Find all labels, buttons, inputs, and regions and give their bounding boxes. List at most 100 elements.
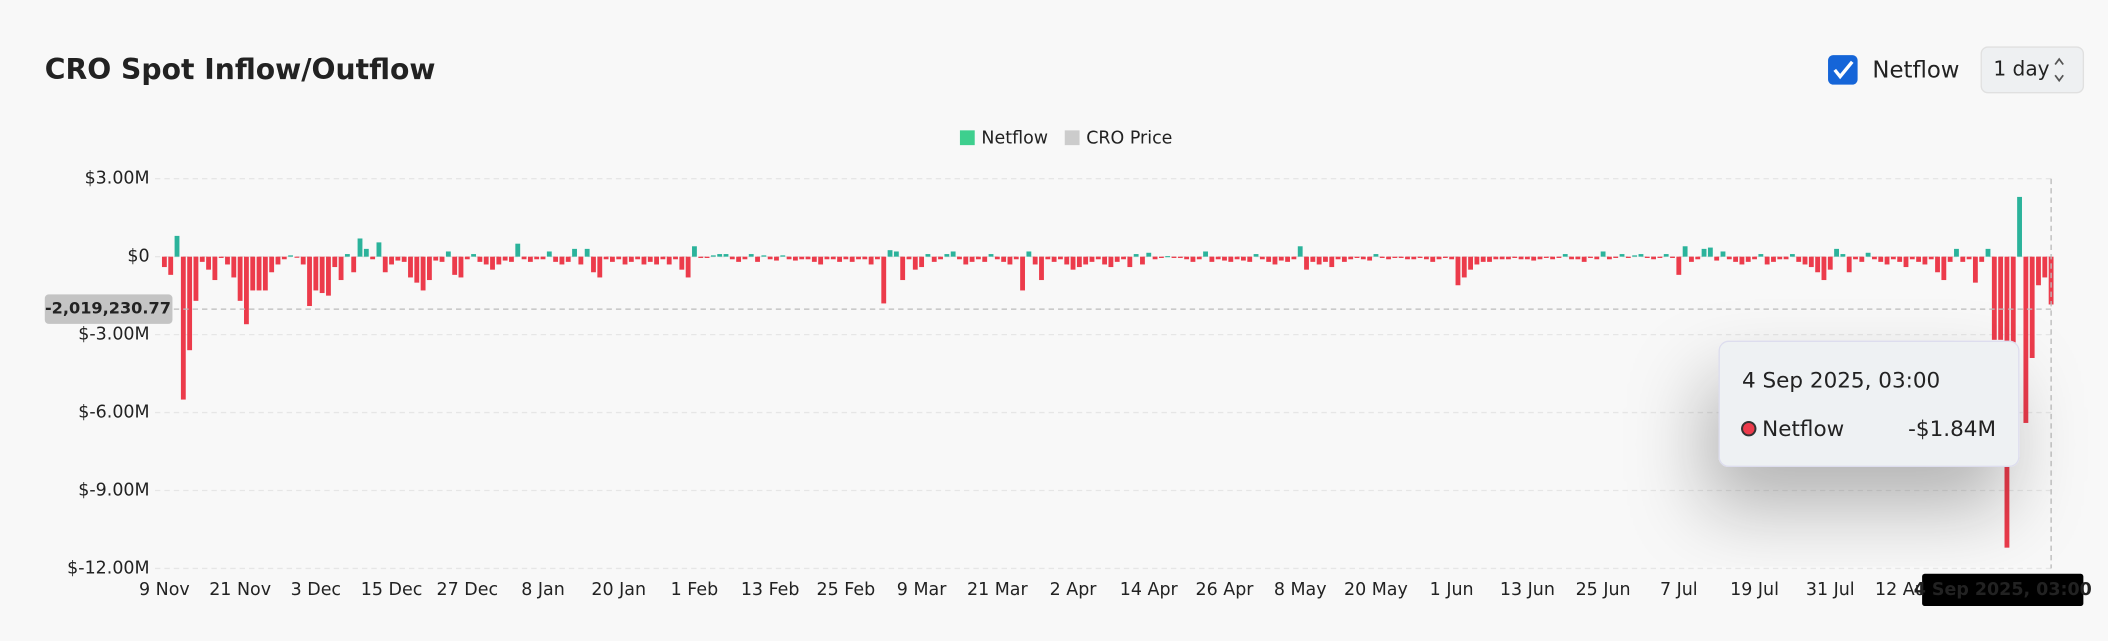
bar <box>1285 256 1291 262</box>
bar <box>805 256 811 260</box>
bar <box>1865 252 1871 257</box>
bar <box>553 256 559 262</box>
bar <box>641 256 647 265</box>
bar <box>1089 256 1095 262</box>
bar <box>496 256 502 265</box>
bar <box>748 254 754 257</box>
bar <box>275 256 281 265</box>
bar <box>193 256 199 301</box>
bar <box>1323 256 1328 262</box>
bar <box>370 256 376 260</box>
checkbox-label[interactable]: Netflow <box>1872 58 1959 84</box>
bar <box>1827 256 1833 270</box>
bar <box>218 256 224 258</box>
bar <box>1972 256 1978 283</box>
bar <box>1360 256 1366 260</box>
bar <box>1064 256 1070 265</box>
bar <box>445 251 451 257</box>
bar <box>1114 256 1120 262</box>
bar <box>811 256 817 262</box>
bar <box>1196 256 1202 260</box>
bar <box>767 256 773 260</box>
bar <box>736 256 742 262</box>
bar <box>161 256 167 268</box>
bar <box>609 256 615 262</box>
bar <box>1682 246 1688 257</box>
bar <box>1550 256 1556 260</box>
bar <box>565 256 571 262</box>
bar <box>862 256 868 260</box>
bar <box>326 256 331 296</box>
bar <box>673 256 678 260</box>
bar <box>1405 256 1410 260</box>
x-tick-label: 20 Jan <box>591 580 646 600</box>
tooltip-box <box>1718 340 2020 467</box>
bar <box>426 256 432 281</box>
bar <box>856 256 861 260</box>
bar <box>1222 256 1227 261</box>
legend-swatch <box>1064 130 1080 146</box>
bar <box>660 256 666 260</box>
tooltip-series: Netflow <box>1762 417 1844 442</box>
bar <box>1758 254 1764 257</box>
bar <box>1606 256 1612 260</box>
bar <box>199 256 205 262</box>
bar <box>780 255 786 257</box>
bar <box>515 243 521 257</box>
bar <box>319 256 325 294</box>
bar <box>1241 256 1246 261</box>
bar <box>792 256 798 261</box>
bar <box>1543 256 1549 258</box>
bar <box>1676 256 1682 275</box>
bar <box>1783 256 1789 260</box>
x-tick-label: 14 Apr <box>1120 580 1179 600</box>
bar <box>912 256 918 270</box>
bar <box>1291 256 1297 260</box>
bar <box>1051 256 1057 262</box>
bar <box>1632 255 1638 257</box>
bar <box>1575 256 1581 260</box>
tooltip-value: -$1.84M <box>1908 417 1996 442</box>
bar <box>969 256 975 262</box>
title: CRO Spot Inflow/Outflow <box>45 53 436 86</box>
bar <box>1165 256 1171 258</box>
bar <box>1297 246 1303 257</box>
bar <box>1487 256 1492 262</box>
bar <box>313 256 319 291</box>
bar <box>975 256 981 260</box>
bar <box>1670 256 1675 258</box>
bar <box>262 256 268 291</box>
bar <box>616 256 622 260</box>
bar <box>591 256 596 273</box>
bar <box>1619 254 1625 257</box>
x-tick-label: 3 Dec <box>291 580 341 600</box>
bar <box>376 242 382 257</box>
bar <box>1480 256 1486 262</box>
y-tick-label: $-12.00M <box>67 558 149 578</box>
bar <box>1600 251 1606 257</box>
x-tick-label: 15 Dec <box>361 580 423 600</box>
x-tick-label: 20 May <box>1344 580 1408 600</box>
bar <box>900 256 906 281</box>
y-tick-label: $0 <box>127 247 149 267</box>
interval-select[interactable] <box>1980 46 2085 94</box>
bar <box>1039 256 1044 281</box>
tooltip-swatch <box>1741 420 1757 437</box>
x-tick-label: 13 Jun <box>1500 580 1555 600</box>
bar <box>1102 256 1108 265</box>
bar <box>1007 256 1013 265</box>
bar <box>1190 256 1196 262</box>
bar <box>1853 256 1858 260</box>
x-tick-label: 9 Mar <box>897 580 947 600</box>
bar <box>654 256 660 265</box>
bar <box>1140 256 1145 265</box>
checkbox[interactable] <box>1828 55 1858 85</box>
x-tick-label: 8 Jan <box>521 580 565 600</box>
bar <box>357 238 363 257</box>
bar <box>1259 256 1265 260</box>
bar <box>433 256 439 261</box>
bar <box>1058 256 1063 260</box>
bar <box>351 256 357 273</box>
bar <box>698 256 704 258</box>
bar <box>225 256 230 265</box>
